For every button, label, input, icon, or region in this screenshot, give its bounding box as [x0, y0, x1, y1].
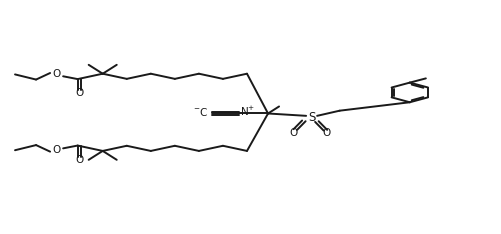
Text: O: O [75, 88, 84, 98]
Text: S: S [309, 111, 316, 124]
Text: N$^{+}$: N$^{+}$ [240, 105, 256, 118]
Text: O: O [289, 128, 297, 138]
Text: O: O [322, 128, 330, 138]
Text: O: O [75, 155, 84, 165]
Text: O: O [53, 145, 61, 155]
Text: O: O [53, 69, 61, 79]
Text: $^{-}$C: $^{-}$C [193, 106, 208, 118]
